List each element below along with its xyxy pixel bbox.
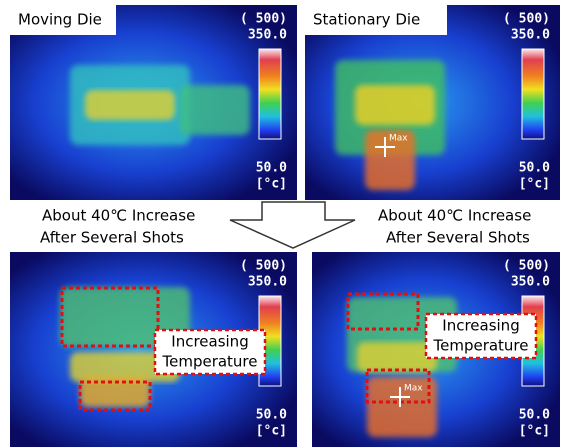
scale-range: ( 500) <box>240 12 287 27</box>
panel-label: Moving Die <box>18 11 102 29</box>
scale-unit: [°c] <box>519 424 550 439</box>
marker-cross <box>390 387 410 407</box>
scale-max: 350.0 <box>511 28 550 43</box>
hot-spot <box>367 377 437 437</box>
highlight-region <box>346 292 420 331</box>
scale-max: 350.0 <box>248 275 287 290</box>
label-box <box>10 5 116 35</box>
scale-range: ( 500) <box>503 12 550 27</box>
callout-text: Increasing <box>442 317 519 335</box>
thermal-panel: ( 500)350.0 50.0[°c] Stationary Die Max <box>305 5 560 200</box>
thermal-panel: ( 500)350.0 50.0[°c] Moving Die <box>10 5 297 200</box>
color-bar <box>258 48 282 140</box>
scale-min: 50.0 <box>256 161 287 176</box>
callout-text: Temperature <box>161 353 257 371</box>
scale-range: ( 500) <box>240 259 287 274</box>
scale-min: 50.0 <box>519 161 550 176</box>
panel-label: Stationary Die <box>313 11 420 29</box>
callout-box <box>424 312 538 360</box>
highlight-region <box>78 380 152 412</box>
note-line: About 40℃ Increase <box>378 207 531 225</box>
color-bar <box>521 48 545 140</box>
hot-spot <box>357 342 437 372</box>
note-line: After Several Shots <box>40 229 184 247</box>
hot-spot <box>180 85 250 135</box>
scale-unit: [°c] <box>256 177 287 192</box>
marker-cross <box>375 137 395 157</box>
label-box <box>305 5 447 35</box>
callout-box <box>153 328 267 376</box>
highlight-region <box>365 368 431 404</box>
hot-spot <box>85 90 175 120</box>
thermal-panel: ( 500)350.0 50.0[°c] Increasing Temperature <box>10 252 297 447</box>
hot-spot <box>355 85 435 125</box>
scale-unit: [°c] <box>519 177 550 192</box>
hot-spot <box>365 130 415 190</box>
scale-range: ( 500) <box>503 259 550 274</box>
scale-min: 50.0 <box>256 408 287 423</box>
hot-spot <box>70 352 180 382</box>
arrow <box>229 201 356 249</box>
hot-spot <box>80 377 150 407</box>
marker-label: Max <box>389 134 408 144</box>
callout-text: Increasing <box>171 333 248 351</box>
thermal-panel: ( 500)350.0 50.0[°c] Max Increasing Temperat… <box>312 252 560 447</box>
scale-unit: [°c] <box>256 424 287 439</box>
marker-label: Max <box>404 384 423 394</box>
callout-text: Temperature <box>432 337 528 355</box>
scale-min: 50.0 <box>519 408 550 423</box>
scale-max: 350.0 <box>248 28 287 43</box>
scale-max: 350.0 <box>511 275 550 290</box>
note-line: About 40℃ Increase <box>42 207 195 225</box>
note-line: After Several Shots <box>386 229 530 247</box>
